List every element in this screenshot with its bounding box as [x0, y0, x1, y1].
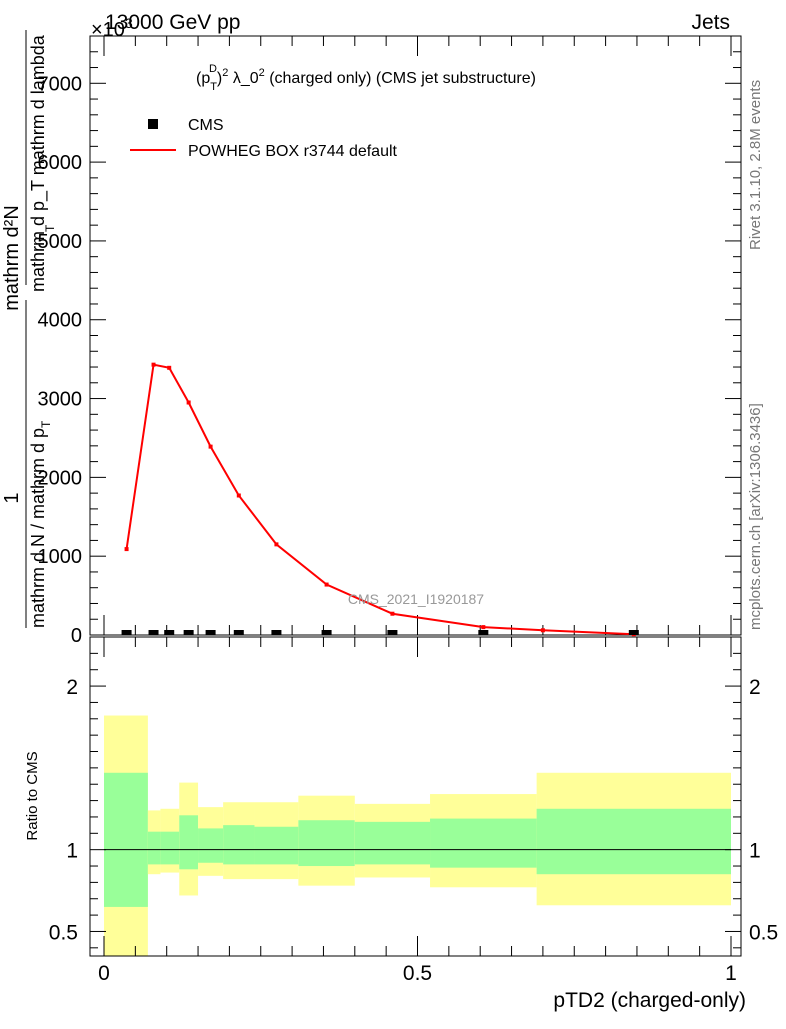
- legend: CMS POWHEG BOX r3744 default: [130, 117, 398, 160]
- stat-band-5: [223, 825, 255, 865]
- stat-band-6: [254, 826, 299, 865]
- ratio-plot-panel: 0.5 0.5 1 1 2 2 0 0.5 1: [49, 636, 778, 985]
- stat-band-8: [354, 821, 431, 865]
- cms-point: [321, 630, 332, 635]
- ylabel-top: mathrm d²N: [1, 205, 23, 311]
- x-tick-label: 0.5: [403, 962, 432, 985]
- cms-point: [478, 630, 489, 635]
- main-plot-panel: 0 1000 2000 3000 4000 5000 6000 7000: [38, 35, 742, 647]
- legend-marker-cms: [148, 119, 158, 129]
- ylabel-prefix-den: mathrm d N / mathrm d pT: [28, 420, 53, 628]
- stat-band-3: [179, 815, 199, 870]
- main-ytick-label: 1000: [38, 546, 83, 568]
- cms-point: [164, 630, 175, 635]
- analysis-id-label: CMS_2021_I1920187: [348, 591, 484, 607]
- cms-point: [233, 630, 244, 635]
- powheg-point: [236, 493, 241, 498]
- cms-point: [121, 630, 132, 635]
- main-ytick-label: 3000: [38, 389, 83, 411]
- stat-band-0: [104, 772, 148, 907]
- cms-point: [628, 630, 639, 635]
- main-ytick-label: 4000: [38, 310, 83, 332]
- cms-point: [387, 630, 398, 635]
- stat-band-1: [147, 831, 161, 865]
- stat-band-7: [298, 820, 355, 867]
- powheg-point: [540, 628, 545, 633]
- powheg-point: [208, 444, 213, 449]
- ratio-ytick-label-right: 1: [749, 840, 761, 863]
- ylabel-bottom-sub: T: [43, 224, 57, 232]
- powheg-line: [125, 363, 634, 636]
- ylabel-prefix-num: 1: [1, 492, 23, 503]
- powheg-point: [324, 582, 329, 587]
- main-ytick-label: 7000: [38, 73, 83, 95]
- x-tick-label: 0: [98, 962, 110, 985]
- ratio-ytick-label-right: 2: [749, 676, 761, 699]
- exponent-label: ×103: [91, 15, 133, 41]
- stat-band-10: [536, 808, 731, 875]
- powheg-point: [124, 547, 129, 552]
- powheg-point: [151, 362, 156, 367]
- x-tick-label: 1: [725, 962, 737, 985]
- category-label: Jets: [691, 11, 730, 34]
- cms-point: [205, 630, 216, 635]
- main-ytick-label: 2000: [38, 467, 83, 489]
- stat-band-2: [160, 831, 180, 865]
- stat-band-9: [430, 818, 537, 868]
- ratio-frame: [89, 636, 742, 957]
- main-ytick-label: 5000: [38, 231, 83, 253]
- legend-label-powheg: POWHEG BOX r3744 default: [188, 143, 398, 160]
- cms-point: [183, 630, 194, 635]
- mcplots-site-label: mcplots.cern.ch [arXiv:1306.3436]: [747, 403, 764, 630]
- main-ylabel: 1 mathrm d N / mathrm d pT mathrm d²N ma…: [1, 30, 57, 628]
- powheg-point: [186, 400, 191, 405]
- ratio-ytick-label-left: 1: [66, 840, 78, 863]
- powheg-point: [167, 365, 172, 370]
- ylabel-bottom: mathrm d p_T mathrm d lambda: [28, 34, 49, 292]
- powheg-point: [390, 611, 395, 616]
- stat-band-4: [198, 828, 224, 863]
- main-ytick-label: 6000: [38, 152, 83, 174]
- ratio-ytick-label-right: 0.5: [749, 921, 778, 944]
- plot-title: (pTD)2 λ_02 (charged only) (CMS jet subs…: [196, 63, 536, 93]
- powheg-point: [481, 625, 486, 630]
- energy-label: 13000 GeV pp: [105, 11, 240, 34]
- cms-point: [148, 630, 159, 635]
- main-ytick-label: 0: [71, 625, 82, 647]
- legend-label-cms: CMS: [188, 117, 224, 134]
- powheg-point: [274, 542, 279, 547]
- rivet-version-label: Rivet 3.1.10, 2.8M events: [747, 80, 764, 250]
- ratio-ytick-label-left: 2: [66, 676, 78, 699]
- x-axis-label: pTD2 (charged-only): [553, 989, 746, 1012]
- ratio-ylabel: Ratio to CMS: [24, 751, 41, 840]
- cms-point: [271, 630, 282, 635]
- ratio-ytick-label-left: 0.5: [49, 921, 78, 944]
